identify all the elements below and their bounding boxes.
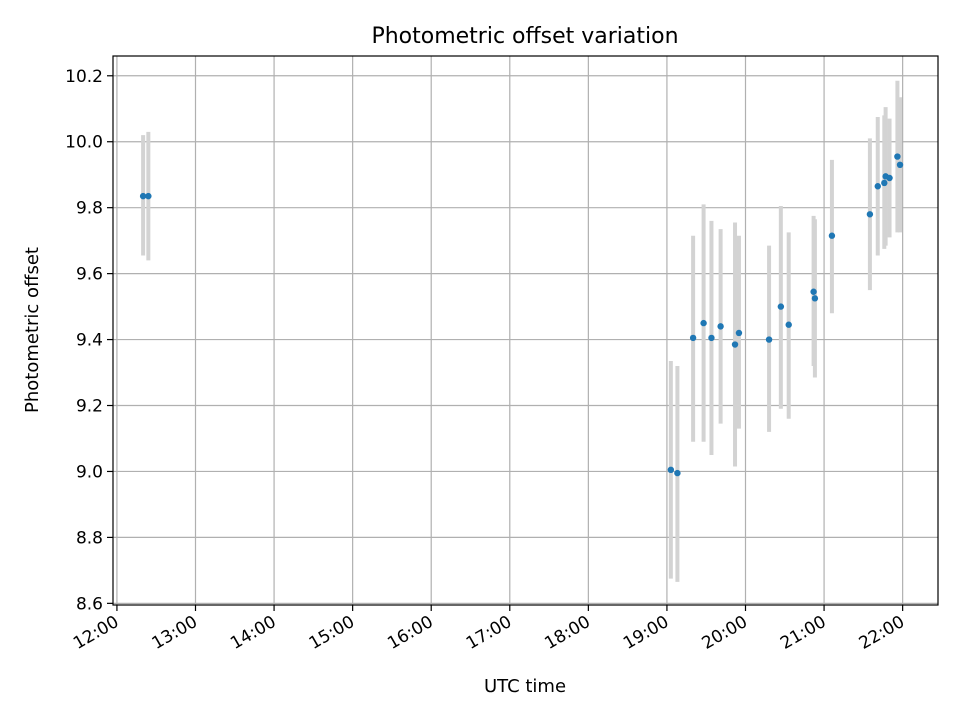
x-tick-label: 16:00 — [384, 612, 436, 654]
plot-frame — [112, 55, 939, 606]
data-point — [777, 303, 785, 310]
x-tick-label: 17:00 — [463, 612, 515, 654]
y-tick-label: 10.0 — [65, 133, 103, 153]
error-bars — [141, 80, 903, 582]
y-tick-label: 9.0 — [76, 462, 103, 482]
data-point — [886, 174, 893, 182]
grid-lines — [113, 56, 938, 605]
data-point — [689, 334, 697, 342]
data-point — [731, 341, 739, 348]
data-point — [765, 336, 773, 343]
data-point — [894, 153, 901, 160]
y-axis-label: Photometric offset — [22, 247, 43, 413]
data-point — [881, 179, 888, 187]
data-point — [700, 319, 707, 327]
data-point — [811, 295, 819, 302]
chart-title: Photometric offset variation — [371, 24, 678, 49]
data-point — [896, 161, 904, 169]
x-tick-label: 14:00 — [227, 612, 279, 654]
data-point — [145, 192, 152, 200]
y-tick-label: 9.4 — [76, 331, 103, 351]
x-tick-label: 12:00 — [70, 612, 122, 654]
data-point — [735, 329, 743, 337]
y-tick-label: 8.8 — [76, 528, 103, 548]
data-point — [139, 192, 147, 200]
data-point — [717, 323, 724, 330]
data-point — [708, 334, 715, 342]
x-tick-label: 21:00 — [777, 612, 829, 654]
data-point — [810, 288, 817, 295]
y-tick-label: 9.8 — [76, 199, 103, 219]
y-tick-label: 8.6 — [76, 594, 103, 614]
data-point — [674, 469, 681, 477]
x-tick-label: 20:00 — [699, 612, 751, 654]
data-point — [667, 466, 675, 474]
data-point — [785, 321, 792, 328]
data-point — [828, 232, 836, 239]
x-tick-label: 19:00 — [620, 612, 672, 654]
data-point — [866, 211, 874, 218]
y-tick-label: 10.2 — [65, 67, 103, 87]
x-tick-label: 15:00 — [306, 612, 358, 654]
y-tick-label: 9.6 — [76, 265, 103, 285]
x-tick-label: 13:00 — [149, 612, 201, 654]
data-point — [874, 183, 881, 190]
x-tick-label: 18:00 — [541, 612, 593, 654]
data-points — [139, 153, 904, 477]
y-tick-label: 9.2 — [76, 397, 103, 417]
x-axis-label: UTC time — [484, 676, 566, 697]
x-tick-label: 22:00 — [856, 612, 908, 654]
